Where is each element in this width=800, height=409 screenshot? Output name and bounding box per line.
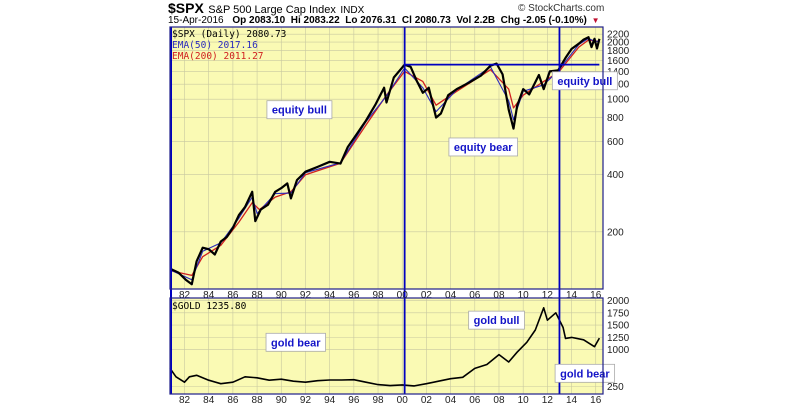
- x-tick-label-top: 94: [324, 290, 336, 301]
- x-tick-label-top: 90: [276, 290, 288, 301]
- annotation-box: gold bear: [265, 332, 326, 352]
- y-tick-label-bottom: 250: [607, 382, 624, 393]
- index-name: S&P 500 Large Cap Index: [208, 4, 336, 16]
- x-tick-label-bottom: 16: [590, 395, 602, 406]
- y-tick-label-top: 800: [607, 113, 624, 124]
- annotation-text: equity bear: [454, 142, 513, 154]
- x-tick-label-bottom: 88: [252, 395, 264, 406]
- x-tick-label-bottom: 84: [203, 395, 215, 406]
- x-tick-label-bottom: 12: [542, 395, 554, 406]
- x-tick-label-top: 14: [566, 290, 578, 301]
- annotation-text: gold bear: [271, 337, 321, 349]
- x-tick-label-top: 06: [469, 290, 481, 301]
- exchange: INDX: [340, 5, 365, 16]
- x-tick-label-bottom: 14: [566, 395, 578, 406]
- x-tick-label-top: 82: [179, 290, 191, 301]
- x-tick-label-bottom: 00: [397, 395, 409, 406]
- legend-spx: $SPX (Daily) 2080.73: [172, 29, 287, 40]
- x-tick-label-bottom: 96: [348, 395, 360, 406]
- x-tick-label-top: 84: [203, 290, 215, 301]
- x-tick-label-bottom: 82: [179, 395, 191, 406]
- legend-ema50: EMA(50) 2017.16: [172, 40, 258, 51]
- y-tick-label-bottom: 2000: [607, 296, 630, 307]
- annotation-box: equity bull: [551, 71, 618, 91]
- ohlc-summary: Op 2083.10 Hi 2083.22 Lo 2076.31 Cl 2080…: [232, 15, 587, 26]
- x-tick-label-top: 10: [518, 290, 530, 301]
- bottom-panel-background: [170, 298, 603, 394]
- y-tick-label-top: 1400: [607, 67, 630, 78]
- x-tick-label-top: 92: [300, 290, 312, 301]
- top-panel-frame: [169, 26, 604, 290]
- x-tick-label-top: 04: [445, 290, 457, 301]
- top-panel-background: [170, 27, 603, 289]
- x-tick-label-top: 98: [372, 290, 384, 301]
- grid-lines: [170, 27, 603, 394]
- x-tick-label-top: 12: [542, 290, 554, 301]
- annotation-text: gold bear: [560, 368, 610, 380]
- x-tick-label-bottom: 92: [300, 395, 312, 406]
- annotation-box: gold bull: [468, 310, 525, 330]
- annotation-text: gold bull: [474, 315, 520, 327]
- symbol: $SPX: [168, 0, 204, 16]
- y-tick-label-top: 1800: [607, 46, 630, 57]
- bottom-panel-frame: [169, 297, 604, 395]
- y-tick-label-top: 1600: [607, 56, 630, 67]
- annotation-background: [266, 100, 333, 120]
- series-spx: [169, 36, 601, 286]
- x-tick-label-bottom: 94: [324, 395, 336, 406]
- x-tick-label-bottom: 98: [372, 395, 384, 406]
- legend-ema200: EMA(200) 2011.27: [172, 51, 264, 62]
- annotation-box: equity bear: [448, 137, 519, 157]
- annotation-box: gold bear: [554, 363, 616, 383]
- y-tick-label-top: 2000: [607, 38, 630, 49]
- series-gold: [169, 307, 601, 387]
- y-tick-label-top: 1200: [607, 80, 630, 91]
- x-tick-label-bottom: 02: [421, 395, 433, 406]
- chart-header-line1: $SPX S&P 500 Large Cap Index INDX: [168, 0, 364, 18]
- y-tick-label-bottom: 1250: [607, 333, 630, 344]
- y-tick-label-top: 2200: [607, 30, 630, 41]
- annotation-text: equity bull: [272, 105, 327, 117]
- annotation-background: [448, 137, 519, 157]
- x-tick-label-top: 88: [252, 290, 264, 301]
- chart-header-line2: 15-Apr-2016 Op 2083.10 Hi 2083.22 Lo 207…: [168, 15, 600, 26]
- x-tick-label-top: 02: [421, 290, 433, 301]
- x-tick-label-top: 86: [227, 290, 239, 301]
- axis-ticks: 82 82 84 84 86 86 88 88 90 90 92 92 94 94 96 96 98 98 00 00…: [179, 30, 630, 406]
- x-tick-label-bottom: 04: [445, 395, 457, 406]
- x-tick-label-top: 00: [397, 290, 409, 301]
- y-tick-label-top: 400: [607, 170, 624, 181]
- top-legend: $SPX (Daily) 2080.73 EMA(50) 2017.16 EMA…: [172, 29, 286, 62]
- y-tick-label-bottom: 1000: [607, 345, 630, 356]
- x-tick-label-bottom: 10: [518, 395, 530, 406]
- y-tick-label-bottom: 1500: [607, 321, 630, 332]
- change-arrow-icon: ▼: [591, 16, 600, 25]
- bottom-legend: $GOLD 1235.80: [172, 301, 247, 312]
- annotations: equity bull equity bear equity bull gold be…: [265, 71, 618, 383]
- x-tick-label-top: 96: [348, 290, 360, 301]
- x-tick-label-bottom: 90: [276, 395, 288, 406]
- credit: © StockCharts.com: [518, 3, 605, 14]
- annotation-background: [468, 310, 525, 330]
- annotation-text: equity bull: [557, 76, 612, 88]
- x-tick-label-top: 08: [493, 290, 505, 301]
- y-tick-label-top: 200: [607, 227, 624, 238]
- y-tick-label-top: 1000: [607, 95, 630, 106]
- y-tick-label-top: 600: [607, 137, 624, 148]
- annotation-background: [554, 363, 616, 383]
- annotation-background: [551, 71, 618, 91]
- y-tick-label-bottom: 1750: [607, 308, 630, 319]
- x-tick-label-top: 16: [590, 290, 602, 301]
- x-tick-label-bottom: 06: [469, 395, 481, 406]
- x-tick-label-bottom: 86: [227, 395, 239, 406]
- annotation-background: [265, 332, 326, 352]
- annotation-box: equity bull: [266, 100, 333, 120]
- x-tick-label-bottom: 08: [493, 395, 505, 406]
- quote-date: 15-Apr-2016: [168, 15, 224, 26]
